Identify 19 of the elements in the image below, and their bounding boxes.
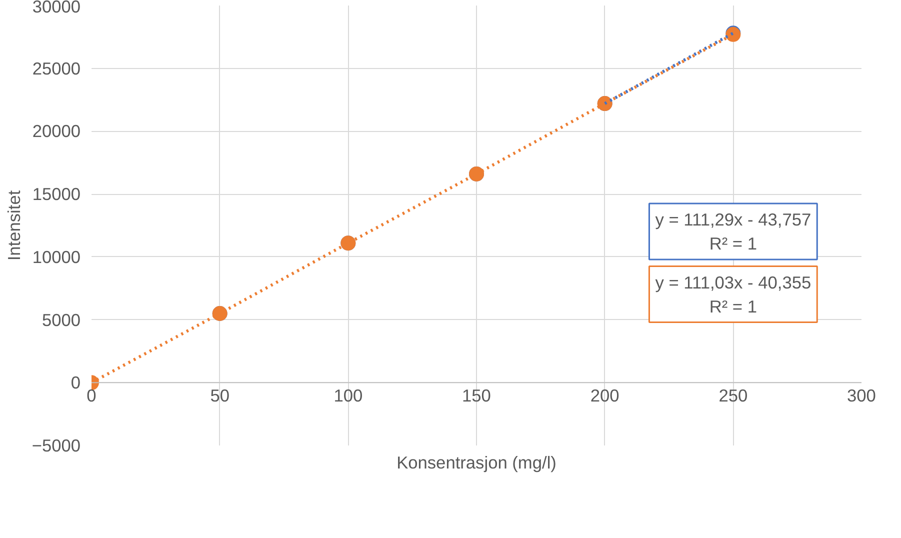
y-tick-label: 30000 xyxy=(32,0,80,16)
y-tick-label: 0 xyxy=(70,372,81,393)
x-tick-label: 200 xyxy=(590,386,620,406)
x-axis-title: Konsentrasjon (mg/l) xyxy=(396,452,556,472)
y-tick-label: 25000 xyxy=(32,58,80,78)
x-tick-label: 50 xyxy=(210,386,230,406)
x-tick-label: 0 xyxy=(86,386,96,406)
annotation: y = 111,03x - 40,355 R² = 1 xyxy=(655,272,812,316)
y-tick-label: 15000 xyxy=(32,184,80,204)
x-tick-label: 150 xyxy=(462,386,491,406)
y-axis-title: Intensitet xyxy=(4,190,24,261)
x-tick-label: 300 xyxy=(847,386,876,406)
y-tick-label: 5000 xyxy=(42,310,81,330)
y-tick-label: −5000 xyxy=(32,436,81,456)
x-tick-label: 250 xyxy=(718,386,748,406)
x-tick-label: 100 xyxy=(334,386,363,406)
y-tick-label: 10000 xyxy=(32,246,80,267)
annotation: y = 111,29x - 43,757 R² = 1 xyxy=(655,209,812,254)
y-tick-label: 20000 xyxy=(32,121,80,142)
